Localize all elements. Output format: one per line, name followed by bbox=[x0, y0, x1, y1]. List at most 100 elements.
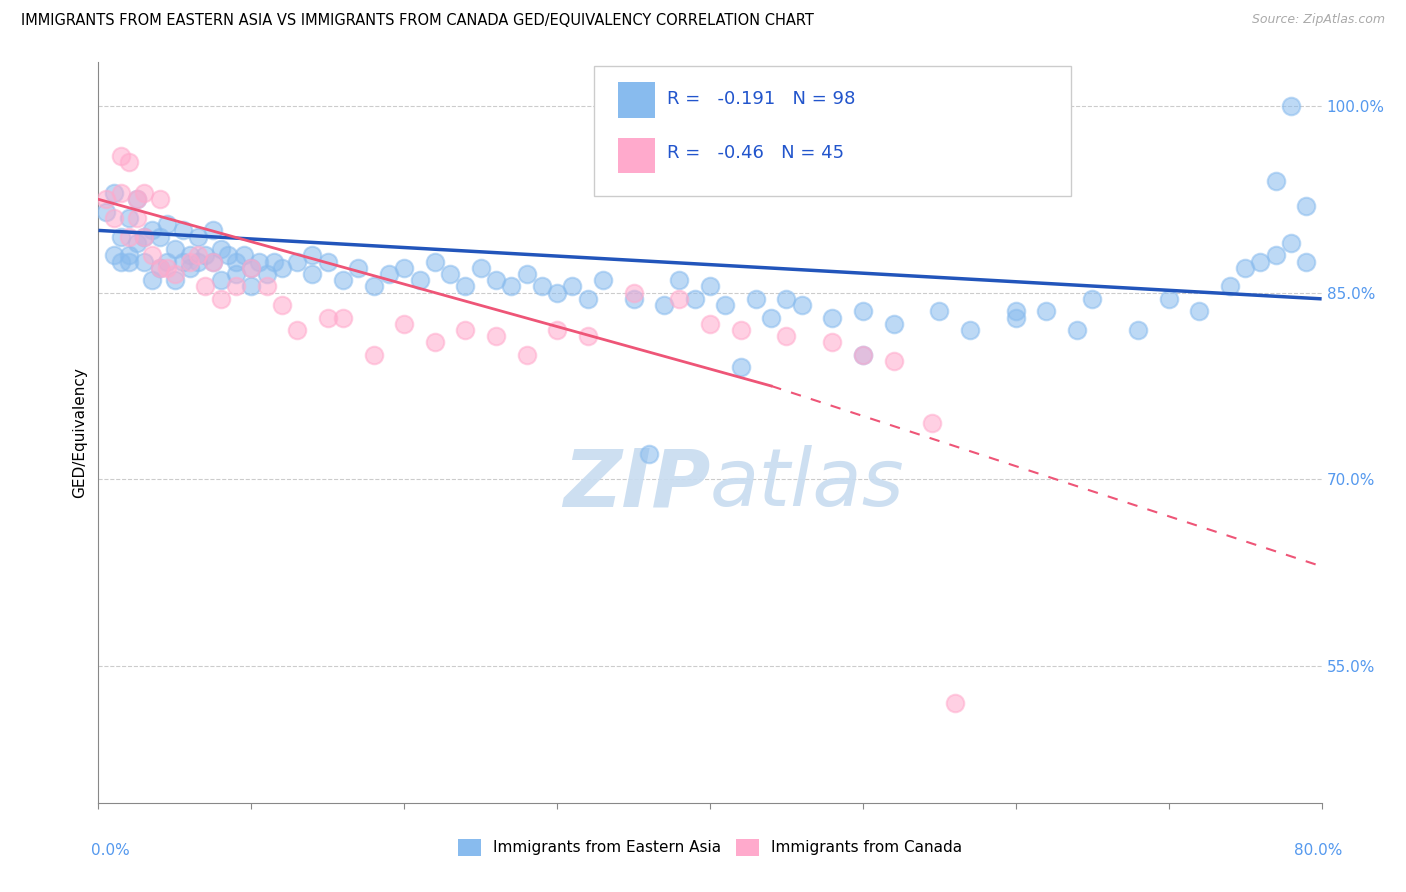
Point bbox=[668, 273, 690, 287]
Point bbox=[759, 310, 782, 325]
Point bbox=[928, 304, 950, 318]
Point bbox=[217, 248, 239, 262]
Point bbox=[110, 229, 132, 244]
Point bbox=[1128, 323, 1150, 337]
Point bbox=[118, 248, 141, 262]
Point bbox=[187, 229, 209, 244]
Point bbox=[730, 323, 752, 337]
Point bbox=[454, 279, 477, 293]
Point bbox=[209, 292, 232, 306]
Point bbox=[316, 254, 339, 268]
Point bbox=[179, 248, 201, 262]
Point bbox=[172, 223, 194, 237]
Point bbox=[790, 298, 813, 312]
Point bbox=[668, 292, 690, 306]
Point bbox=[270, 260, 292, 275]
Point bbox=[103, 211, 125, 225]
Point bbox=[232, 248, 254, 262]
Point bbox=[1295, 198, 1317, 212]
Point bbox=[149, 260, 172, 275]
Point bbox=[172, 254, 194, 268]
FancyBboxPatch shape bbox=[619, 138, 655, 173]
Point bbox=[270, 298, 292, 312]
Point bbox=[683, 292, 706, 306]
Point bbox=[202, 254, 225, 268]
Point bbox=[134, 229, 156, 244]
Point bbox=[470, 260, 492, 275]
Point bbox=[125, 192, 148, 206]
Point bbox=[363, 348, 385, 362]
Point bbox=[592, 273, 614, 287]
Point bbox=[959, 323, 981, 337]
Point bbox=[103, 186, 125, 200]
Y-axis label: GED/Equivalency: GED/Equivalency bbox=[72, 368, 87, 498]
Point bbox=[202, 254, 225, 268]
Point bbox=[1035, 304, 1057, 318]
Point bbox=[530, 279, 553, 293]
Point bbox=[883, 354, 905, 368]
Point bbox=[730, 360, 752, 375]
Point bbox=[141, 273, 163, 287]
Point bbox=[699, 317, 721, 331]
Point bbox=[247, 254, 270, 268]
Point bbox=[439, 267, 461, 281]
FancyBboxPatch shape bbox=[593, 66, 1071, 195]
Point bbox=[332, 310, 354, 325]
Point bbox=[225, 254, 247, 268]
Point bbox=[194, 248, 217, 262]
Point bbox=[423, 254, 446, 268]
Point bbox=[821, 310, 844, 325]
Point bbox=[256, 267, 278, 281]
Point bbox=[209, 242, 232, 256]
Point bbox=[316, 310, 339, 325]
Point bbox=[561, 279, 583, 293]
Point bbox=[392, 260, 416, 275]
Point bbox=[118, 155, 141, 169]
Point bbox=[883, 317, 905, 331]
Point bbox=[1004, 304, 1026, 318]
Text: 80.0%: 80.0% bbox=[1295, 843, 1343, 858]
Point bbox=[546, 323, 568, 337]
Point bbox=[134, 229, 156, 244]
Point bbox=[1219, 279, 1241, 293]
Point bbox=[652, 298, 675, 312]
Point bbox=[134, 186, 156, 200]
Point bbox=[1004, 310, 1026, 325]
Point bbox=[141, 223, 163, 237]
Point bbox=[285, 254, 308, 268]
Point bbox=[1081, 292, 1104, 306]
Point bbox=[623, 285, 645, 300]
Point bbox=[149, 229, 172, 244]
Point bbox=[156, 254, 179, 268]
Point bbox=[775, 292, 797, 306]
Point bbox=[118, 229, 141, 244]
Point bbox=[378, 267, 401, 281]
Point bbox=[485, 273, 508, 287]
Point bbox=[852, 348, 875, 362]
Point bbox=[821, 335, 844, 350]
Point bbox=[1264, 174, 1286, 188]
Point bbox=[1066, 323, 1088, 337]
Point bbox=[141, 248, 163, 262]
Point bbox=[110, 254, 132, 268]
Point bbox=[163, 242, 186, 256]
Point bbox=[637, 447, 661, 461]
Point bbox=[179, 260, 201, 275]
Point bbox=[194, 279, 217, 293]
Point bbox=[745, 292, 768, 306]
Point bbox=[134, 254, 156, 268]
Point bbox=[347, 260, 370, 275]
Point bbox=[94, 192, 117, 206]
Point bbox=[301, 248, 323, 262]
Point bbox=[516, 267, 538, 281]
Point bbox=[156, 260, 179, 275]
Point bbox=[454, 323, 477, 337]
Point bbox=[163, 267, 186, 281]
Text: R =   -0.191   N = 98: R = -0.191 N = 98 bbox=[668, 90, 856, 108]
Point bbox=[852, 348, 875, 362]
Point bbox=[149, 260, 172, 275]
Point bbox=[1157, 292, 1180, 306]
Legend: Immigrants from Eastern Asia, Immigrants from Canada: Immigrants from Eastern Asia, Immigrants… bbox=[451, 833, 969, 862]
Point bbox=[408, 273, 430, 287]
Point bbox=[516, 348, 538, 362]
